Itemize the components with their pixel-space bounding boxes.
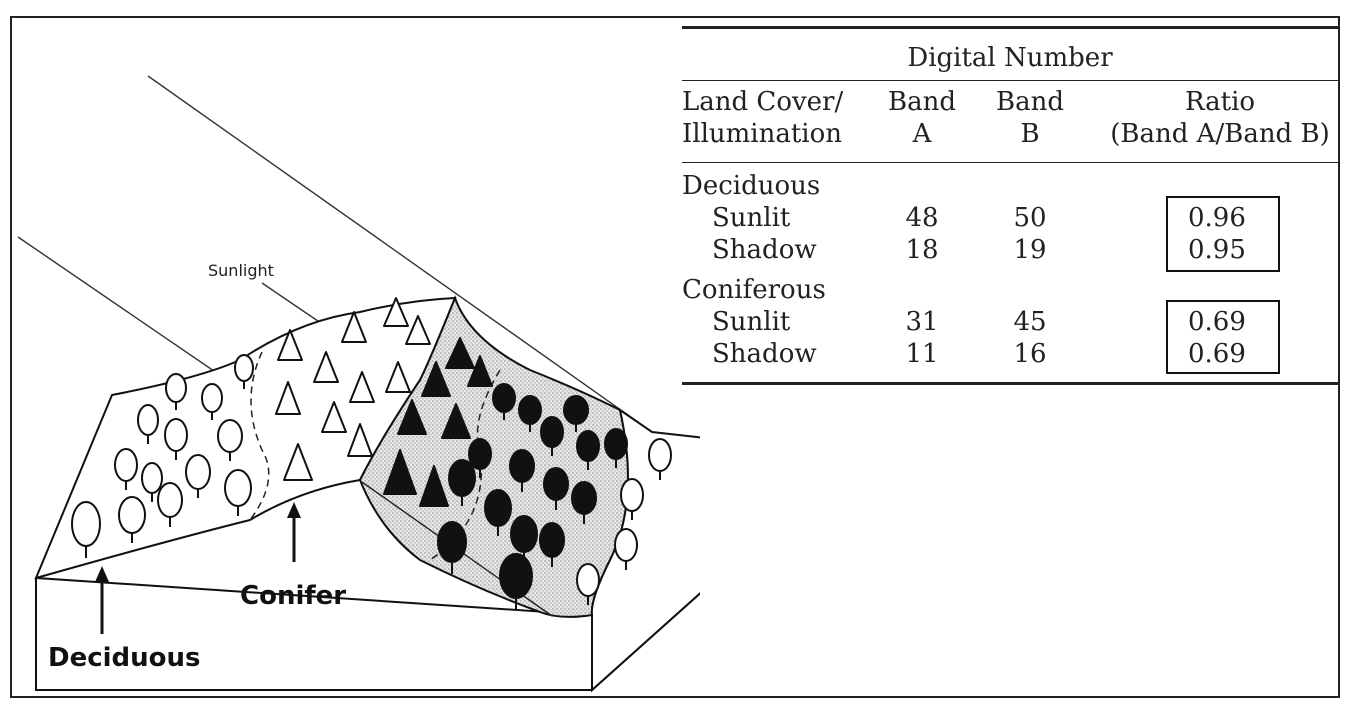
conifer-arrowhead xyxy=(287,502,301,518)
conifer-trees-sunlit xyxy=(275,297,431,481)
conifer-label: Conifer xyxy=(240,581,346,611)
cell-band-a: 48 xyxy=(905,203,939,233)
cell-ratio: 0.69 xyxy=(1188,307,1246,337)
cell-band-b: 45 xyxy=(1013,307,1047,337)
cell-band-a: 31 xyxy=(905,307,939,337)
header-bandb-2: B xyxy=(1020,119,1040,149)
forest-boundary-left xyxy=(249,351,270,521)
deciduous-arrowhead xyxy=(95,566,109,582)
cell-band-a: 11 xyxy=(905,339,939,369)
table-bottom-rule xyxy=(682,382,1338,385)
header-ratio-1: Ratio xyxy=(1184,87,1256,117)
header-banda-1: Band xyxy=(888,87,956,117)
title-rule xyxy=(682,80,1338,81)
header-landcover-2: Illumination xyxy=(682,119,843,149)
cell-band-b: 50 xyxy=(1013,203,1047,233)
conifer-trees-shadow xyxy=(383,337,493,507)
cell-band-b: 16 xyxy=(1013,339,1047,369)
group-coniferous: Coniferous xyxy=(682,275,826,305)
row-label: Sunlit xyxy=(712,203,791,233)
deciduous-trees-sunlit xyxy=(71,354,672,605)
header-banda-2: A xyxy=(912,119,932,149)
cell-ratio: 0.69 xyxy=(1188,339,1246,369)
header-rule xyxy=(682,162,1338,163)
right-ridge xyxy=(590,407,700,693)
cell-band-b: 19 xyxy=(1013,235,1047,265)
figure-frame xyxy=(10,16,1340,698)
ratio-highlight-box-coniferous xyxy=(1166,300,1280,374)
header-landcover-1: Land Cover/ xyxy=(682,87,844,117)
cell-band-a: 18 xyxy=(905,235,939,265)
group-deciduous: Deciduous xyxy=(682,171,821,201)
table-title: Digital Number xyxy=(907,43,1113,73)
sun-ray-lower xyxy=(17,236,231,383)
table-top-rule xyxy=(682,26,1338,29)
deciduous-label: Deciduous xyxy=(48,643,201,673)
terrain-block-diagram: Sunlight Conifer Deciduous xyxy=(17,75,700,693)
row-label: Shadow xyxy=(712,339,817,369)
cell-ratio: 0.95 xyxy=(1188,235,1246,265)
deciduous-trees-shadow xyxy=(437,383,628,610)
row-label: Sunlit xyxy=(712,307,791,337)
row-label: Shadow xyxy=(712,235,817,265)
label-arrows xyxy=(95,502,301,634)
sunlight-label: Sunlight xyxy=(208,261,274,280)
header-bandb-1: Band xyxy=(996,87,1064,117)
ratio-highlight-box-deciduous xyxy=(1166,196,1280,272)
header-ratio-2: (Band A/Band B) xyxy=(1110,119,1330,149)
cell-ratio: 0.96 xyxy=(1188,203,1246,233)
sun-ray-upper xyxy=(147,75,653,433)
